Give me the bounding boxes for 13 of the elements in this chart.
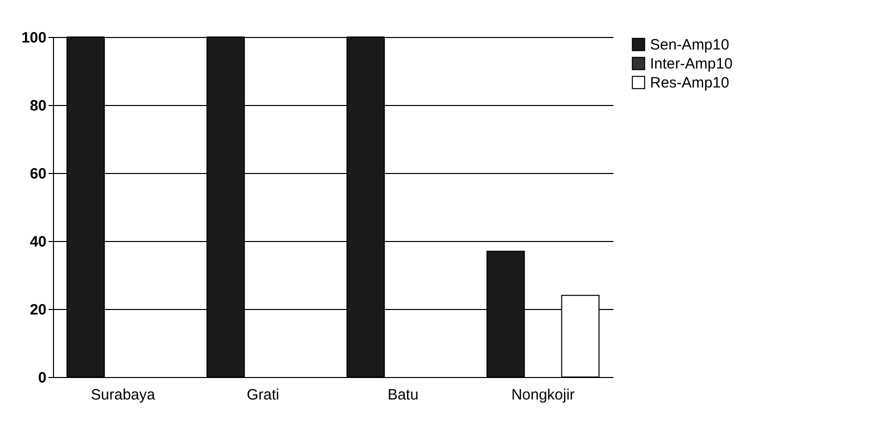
y-tick-label: 100 [21,30,46,46]
x-tick-label: Grati [246,386,280,404]
legend-label: Res-Amp10 [650,74,730,92]
y-tick-label: 40 [30,234,46,250]
legend-label: Sen-Amp10 [650,36,730,54]
legend-label: Inter-Amp10 [650,56,733,72]
x-tick-label: Surabaya [90,386,156,404]
x-tick-label: Batu [388,386,418,404]
y-tick-label: 0 [38,370,46,386]
y-tick-label: 80 [30,98,46,114]
y-tick-label: 60 [30,166,46,182]
y-tick-label: 20 [30,302,46,318]
x-tick-label: Nongkojir [511,386,575,404]
